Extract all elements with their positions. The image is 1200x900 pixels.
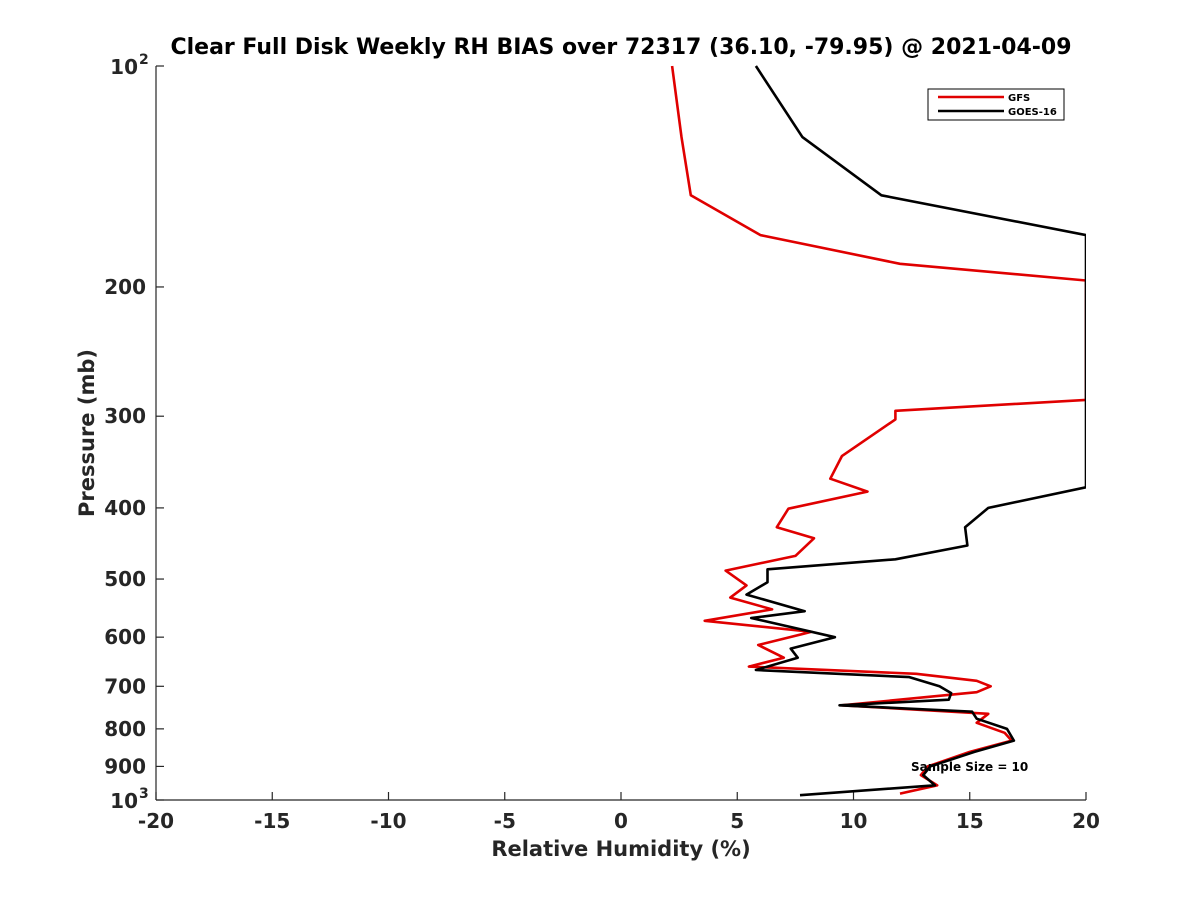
x-tick-label: -5 — [494, 809, 516, 833]
y-tick-label: 800 — [104, 717, 146, 741]
y-tick-label: 900 — [104, 754, 146, 778]
legend: GFS GOES-16 — [927, 88, 1065, 121]
y-tick-label-exponent: 2 — [139, 52, 149, 68]
y-tick-label: 400 — [104, 496, 146, 520]
y-tick-label: 500 — [104, 567, 146, 591]
y-tick-label: 300 — [104, 404, 146, 428]
y-tick-label: 200 — [104, 275, 146, 299]
legend-goes16-label: GOES-16 — [1008, 107, 1057, 118]
x-tick-label: 15 — [956, 809, 984, 833]
x-tick-label: 0 — [614, 809, 628, 833]
sample-size-annotation: Sample Size = 10 — [911, 760, 1028, 774]
x-tick-label: -10 — [370, 809, 406, 833]
legend-gfs-label: GFS — [1008, 93, 1030, 104]
x-tick-label: 20 — [1072, 809, 1100, 833]
y-tick-label: 600 — [104, 625, 146, 649]
x-tick-label: 5 — [730, 809, 744, 833]
x-tick-label: 10 — [840, 809, 868, 833]
series-line-gfs — [670, 65, 1086, 795]
series-line-goes-16 — [745, 65, 1086, 797]
y-axis-label: Pressure (mb) — [75, 349, 99, 517]
axis-ticks: -20 -15 -10 -5 0 5 10 15 20 200 300 400 500 600 700 800… — [104, 52, 1100, 833]
series-lines — [670, 65, 1086, 797]
legend-box — [927, 88, 1065, 121]
plot-area — [156, 66, 1086, 800]
x-axis-label: Relative Humidity (%) — [491, 837, 750, 861]
y-tick-label-power: 10 — [110, 789, 138, 813]
y-tick-label-power: 10 — [110, 55, 138, 79]
x-tick-label: -15 — [254, 809, 290, 833]
x-tick-label: -20 — [138, 809, 174, 833]
chart-title: Clear Full Disk Weekly RH BIAS over 7231… — [170, 35, 1071, 60]
y-tick-label-exponent: 3 — [139, 786, 149, 802]
y-tick-label: 700 — [104, 674, 146, 698]
